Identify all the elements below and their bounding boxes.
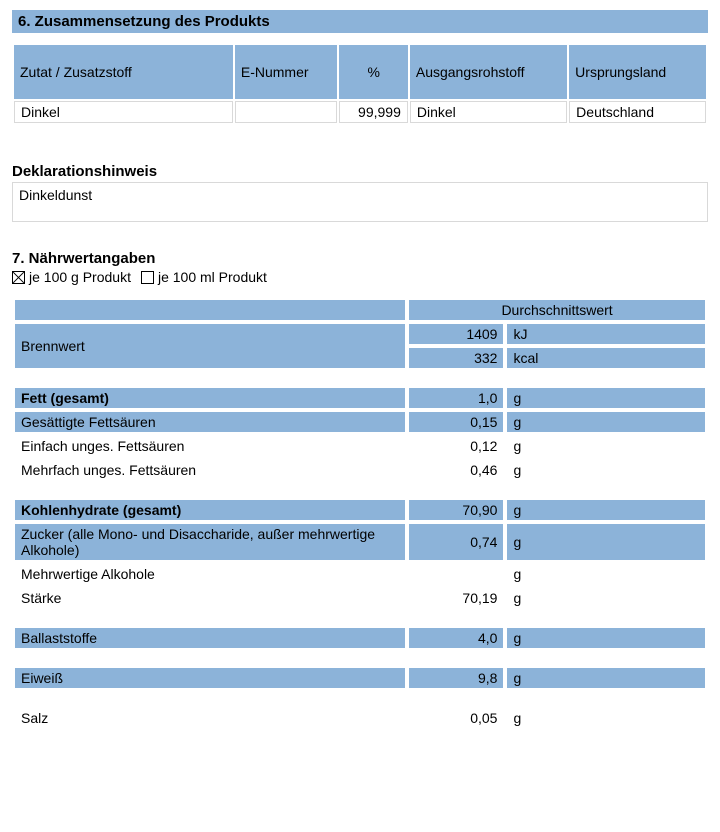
nutrient-label: Einfach unges. Fettsäuren xyxy=(14,435,406,457)
nutrient-unit: g xyxy=(506,627,706,649)
nutrient-unit: g xyxy=(506,387,706,409)
nutrient-value: 70,90 xyxy=(408,499,504,521)
nutrient-value: 70,19 xyxy=(408,587,504,609)
nutrient-unit: g xyxy=(506,435,706,457)
comp-cell: 99,999 xyxy=(339,101,407,123)
nutrient-label: Stärke xyxy=(14,587,406,609)
avg-header: Durchschnittswert xyxy=(408,299,706,321)
declaration-label: Deklarationshinweis xyxy=(12,163,708,180)
nutrient-unit: g xyxy=(506,459,706,481)
nutrient-value: 0,15 xyxy=(408,411,504,433)
nutrient-label: Fett (gesamt) xyxy=(14,387,406,409)
nutrient-table: Salz0,05g xyxy=(12,705,708,731)
per-unit-row: je 100 g Produkt je 100 ml Produkt xyxy=(12,269,708,285)
energy-kj-unit: kJ xyxy=(506,323,706,345)
nutrient-value: 0,74 xyxy=(408,523,504,561)
nutrient-value: 0,12 xyxy=(408,435,504,457)
nutrient-value: 0,46 xyxy=(408,459,504,481)
energy-empty-header xyxy=(14,299,406,321)
declaration-value: Dinkeldunst xyxy=(12,182,708,222)
nutrient-row: Salz0,05g xyxy=(14,707,706,729)
nutrient-label: Mehrfach unges. Fettsäuren xyxy=(14,459,406,481)
per-100ml-label: je 100 ml Produkt xyxy=(158,269,267,285)
comp-col-header: Zutat / Zusatzstoff xyxy=(14,45,233,99)
nutrient-row: Eiweiß9,8g xyxy=(14,667,706,689)
comp-col-header: E-Nummer xyxy=(235,45,338,99)
nutrient-unit: g xyxy=(506,707,706,729)
nutrient-unit: g xyxy=(506,667,706,689)
energy-kcal-value: 332 xyxy=(408,347,504,369)
nutrient-label: Kohlenhydrate (gesamt) xyxy=(14,499,406,521)
nutrient-unit: g xyxy=(506,499,706,521)
nutrient-unit: g xyxy=(506,411,706,433)
nutrient-row: Ballaststoffe4,0g xyxy=(14,627,706,649)
comp-cell xyxy=(235,101,338,123)
comp-cell: Dinkel xyxy=(410,101,567,123)
nutrient-label: Eiweiß xyxy=(14,667,406,689)
checkbox-per-100g[interactable] xyxy=(12,271,25,284)
energy-label: Brennwert xyxy=(14,323,406,369)
energy-table: Durchschnittswert Brennwert 1409 kJ 332 … xyxy=(12,297,708,371)
composition-table: Zutat / ZusatzstoffE-Nummer%Ausgangsrohs… xyxy=(12,43,708,125)
nutrient-table: Kohlenhydrate (gesamt)70,90gZucker (alle… xyxy=(12,497,708,611)
nutrient-unit: g xyxy=(506,563,706,585)
nutrient-row: Einfach unges. Fettsäuren0,12g xyxy=(14,435,706,457)
nutrient-label: Gesättigte Fettsäuren xyxy=(14,411,406,433)
nutrient-value: 1,0 xyxy=(408,387,504,409)
nutrient-row: Stärke70,19g xyxy=(14,587,706,609)
nutrient-value: 9,8 xyxy=(408,667,504,689)
section7-title: 7. Nährwertangaben xyxy=(12,250,708,267)
nutrient-label: Zucker (alle Mono- und Disaccharide, auß… xyxy=(14,523,406,561)
energy-kcal-unit: kcal xyxy=(506,347,706,369)
energy-kj-value: 1409 xyxy=(408,323,504,345)
nutrient-unit: g xyxy=(506,523,706,561)
nutrient-table: Fett (gesamt)1,0gGesättigte Fettsäuren0,… xyxy=(12,385,708,483)
nutrient-value xyxy=(408,563,504,585)
per-100g-label: je 100 g Produkt xyxy=(29,269,131,285)
nutrient-value: 4,0 xyxy=(408,627,504,649)
nutrient-table: Ballaststoffe4,0g xyxy=(12,625,708,651)
nutrient-row: Fett (gesamt)1,0g xyxy=(14,387,706,409)
nutrient-unit: g xyxy=(506,587,706,609)
nutrient-label: Salz xyxy=(14,707,406,729)
comp-cell: Deutschland xyxy=(569,101,706,123)
comp-cell: Dinkel xyxy=(14,101,233,123)
checkbox-per-100ml[interactable] xyxy=(141,271,154,284)
nutrient-table: Eiweiß9,8g xyxy=(12,665,708,691)
comp-col-header: Ausgangsrohstoff xyxy=(410,45,567,99)
nutrient-row: Mehrfach unges. Fettsäuren0,46g xyxy=(14,459,706,481)
nutrient-row: Gesättigte Fettsäuren0,15g xyxy=(14,411,706,433)
nutrient-row: Mehrwertige Alkohole g xyxy=(14,563,706,585)
nutrient-row: Kohlenhydrate (gesamt)70,90g xyxy=(14,499,706,521)
section6-title: 6. Zusammensetzung des Produkts xyxy=(12,10,708,33)
table-row: Dinkel99,999DinkelDeutschland xyxy=(14,101,706,123)
comp-col-header: Ursprungsland xyxy=(569,45,706,99)
nutrient-value: 0,05 xyxy=(408,707,504,729)
nutrient-label: Mehrwertige Alkohole xyxy=(14,563,406,585)
comp-col-header: % xyxy=(339,45,407,99)
nutrient-row: Zucker (alle Mono- und Disaccharide, auß… xyxy=(14,523,706,561)
nutrient-label: Ballaststoffe xyxy=(14,627,406,649)
